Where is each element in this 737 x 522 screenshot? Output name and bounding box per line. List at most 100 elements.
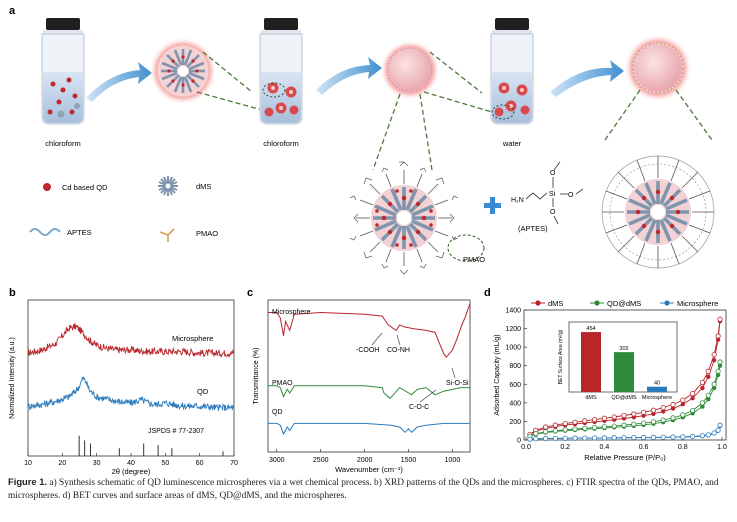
desorption-point-microsphere (542, 435, 549, 442)
arrow-coc (419, 389, 437, 403)
svg-text:O: O (550, 170, 556, 177)
process-arrow-3 (550, 60, 624, 97)
x-axis-label-b: 2θ (degree) (112, 467, 151, 476)
desorption-point-microsphere (715, 427, 721, 433)
x-tick-label-d: 0.0 (521, 444, 531, 451)
desorption-point-dms (611, 414, 617, 420)
adsorption-point-dms (670, 406, 676, 411)
inset-bar (647, 386, 667, 392)
jar-label-3: water (502, 139, 522, 148)
x-tick-label-b: 40 (127, 460, 135, 467)
legend-label: QD@dMS (607, 299, 641, 308)
y-tick-label-d: 1400 (505, 308, 521, 315)
desorption-point-dms (650, 407, 657, 413)
legend-qd: Cd based QD (43, 183, 108, 192)
desorption-point-microsphere (660, 434, 666, 440)
annotation-microsphere-b: Microsphere (172, 334, 213, 343)
x-tick-label-b: 60 (196, 460, 204, 467)
desorption-point-dms (542, 424, 549, 430)
svg-text:dMS: dMS (196, 182, 211, 191)
adsorption-point-dms (661, 409, 666, 414)
x-tick-label-d: 0.8 (678, 444, 688, 451)
inset-y-axis-label: BET Surface Area (m²/g) (558, 329, 564, 384)
legend-aptes: APTES (29, 228, 92, 237)
x-tick-label-c: 1500 (401, 457, 417, 464)
y-tick-label-d: 0 (517, 438, 521, 445)
inset-bar-value: 454 (586, 326, 595, 332)
svg-text:Si: Si (549, 191, 556, 198)
svg-text:Cd based QD: Cd based QD (62, 183, 108, 192)
desorption-point-qddms (591, 424, 598, 431)
process-arrow-1 (86, 62, 152, 102)
adsorption-point-qddms (715, 372, 721, 378)
y-tick-label-d: 200 (509, 419, 521, 426)
annotation-qd-c: QD (272, 409, 283, 416)
aptes-name-label: (APTES) (518, 224, 548, 233)
chart-c-ftir: 3000 2500 2000 1500 1000 Wavenumber (cm⁻¹) Tra… (253, 299, 471, 474)
annotation-sios: Si-O-Si (446, 380, 469, 387)
desorption-point-dms (699, 379, 706, 386)
panel-label-b: b (9, 287, 16, 299)
legend-dms: dMS (158, 176, 211, 196)
desorption-point-microsphere (621, 435, 627, 441)
desorption-point-qddms (611, 423, 617, 429)
jar-chloroform-1 (41, 17, 85, 125)
final-microsphere (624, 34, 692, 102)
desorption-point-qddms (601, 424, 608, 430)
desorption-point-microsphere (601, 435, 608, 441)
chart-b-xrd: 10 20 30 40 50 60 70 2θ (degree) Normalized Inte… (9, 299, 238, 476)
arrow-conh (396, 334, 401, 346)
caption-lead: Figure 1. (8, 476, 48, 487)
legend-pmao: PMAO (159, 228, 218, 242)
desorption-point-dms (562, 420, 568, 427)
inset-category-label: QD@dMS (611, 395, 636, 401)
desorption-point-qddms (650, 419, 657, 425)
panel-label-d: d (484, 287, 491, 299)
caption-text: a) Synthesis schematic of QD luminescenc… (8, 478, 719, 501)
desorption-point-qddms (552, 428, 559, 434)
desorption-point-qddms (533, 431, 539, 437)
adsorption-point-qddms (706, 396, 711, 402)
desorption-point-microsphere (611, 435, 617, 441)
desorption-point-dms (717, 316, 723, 322)
desorption-point-dms (705, 368, 711, 374)
x-axis-label-c: Wavenumber (cm⁻¹) (335, 465, 403, 474)
desorption-point-microsphere (689, 433, 696, 440)
y-tick-label-d: 800 (509, 363, 521, 370)
series-line-microsphere (268, 303, 471, 359)
annotation-coc: C-O-C (409, 404, 429, 411)
desorption-point-microsphere (562, 435, 568, 441)
y-axis-label-d: Adsorbed Capacity (mL/g) (494, 334, 501, 415)
x-tick-label-d: 0.2 (560, 444, 570, 451)
chart-d-bet: 0 200 400 600 800 1000 1200 1400 0.0 0.2 0.4 0.6 0.8… (494, 299, 727, 462)
jar-water (490, 17, 534, 125)
desorption-point-qddms (717, 359, 723, 365)
adsorption-point-dms (700, 385, 705, 391)
plus-icon (484, 197, 501, 214)
desorption-point-microsphere (670, 434, 676, 440)
desorption-point-microsphere (711, 430, 717, 436)
jar-label-2: chloroform (263, 139, 298, 148)
x-tick-label-d: 1.0 (717, 444, 727, 451)
annotation-pmao-c: PMAO (272, 380, 293, 387)
desorption-point-dms (552, 422, 559, 428)
desorption-point-microsphere (640, 434, 647, 441)
plot-frame-c (267, 299, 471, 453)
svg-text:H₂N: H₂N (511, 197, 524, 204)
annotation-qd-b: QD (197, 387, 209, 396)
desorption-point-dms (591, 416, 598, 423)
desorption-point-qddms (631, 421, 637, 427)
pmao-callout-label: PMAO (463, 255, 485, 264)
desorption-point-microsphere (582, 435, 588, 441)
desorption-point-qddms (660, 417, 666, 423)
y-tick-label-d: 1000 (505, 345, 521, 352)
desorption-point-microsphere (680, 434, 686, 440)
desorption-point-dms (660, 405, 666, 411)
svg-text:O: O (568, 192, 574, 199)
desorption-point-qddms (699, 400, 706, 406)
panel-label-c: c (247, 287, 253, 299)
y-axis-label-c: Transmittance (%) (253, 348, 260, 405)
desorption-point-microsphere (631, 434, 637, 441)
desorption-point-microsphere (533, 436, 539, 442)
